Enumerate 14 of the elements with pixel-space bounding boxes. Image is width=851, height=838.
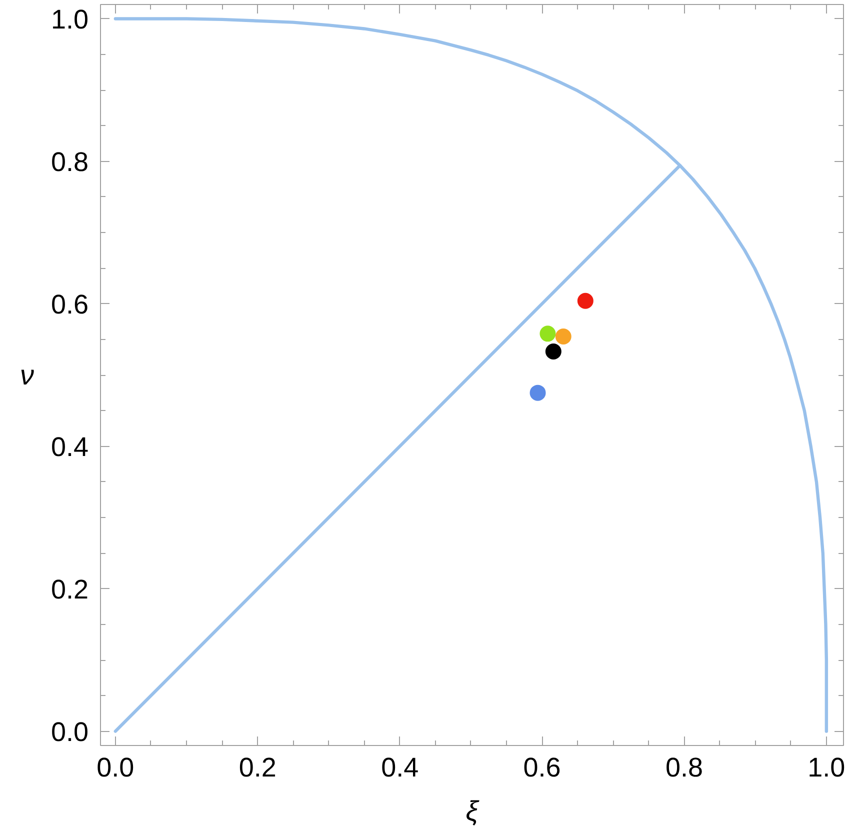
y-tick-label: 0.0	[50, 716, 89, 747]
x-axis-title: ξ	[466, 796, 480, 826]
y-tick-label: 0.8	[50, 146, 89, 177]
x-tick-label: 0.8	[665, 752, 704, 782]
y-tick-label: 1.0	[50, 4, 89, 34]
y-tick-label: 0.6	[50, 289, 89, 320]
x-tick-label: 0.4	[381, 752, 419, 782]
y-tick-label: 0.2	[50, 574, 89, 604]
x-tick-label: 0.2	[238, 752, 276, 782]
x-tick-label: 1.0	[808, 752, 846, 782]
y-axis-title: ν	[20, 360, 34, 390]
y-tick-label: 0.4	[50, 432, 89, 462]
x-tick-label: 0.6	[523, 752, 561, 782]
x-tick-label: 0.0	[96, 752, 134, 782]
